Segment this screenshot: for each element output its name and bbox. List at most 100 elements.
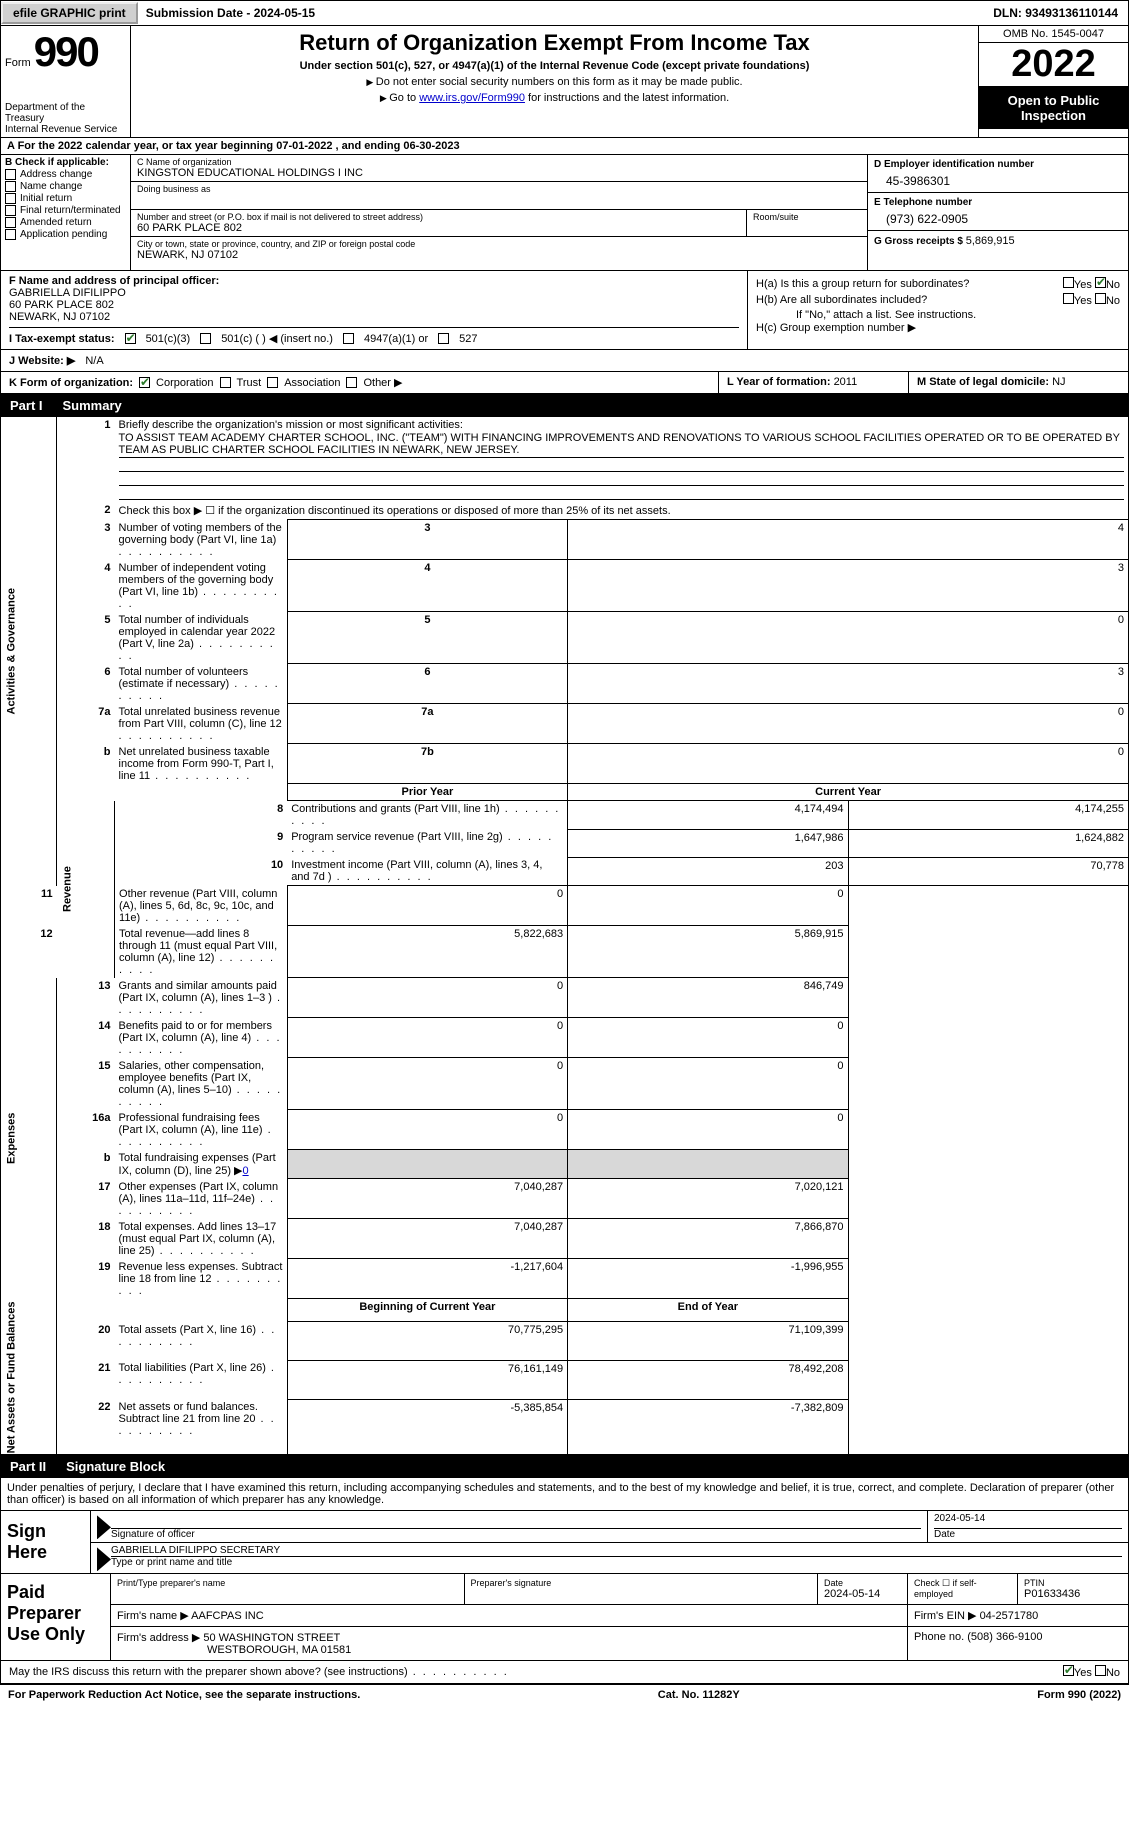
hb-yes[interactable] xyxy=(1063,293,1074,304)
cb-501c3[interactable] xyxy=(125,333,136,344)
city-label: City or town, state or province, country… xyxy=(137,239,861,249)
table-row: 15Salaries, other compensation, employee… xyxy=(1,1058,1129,1110)
discuss-yes[interactable] xyxy=(1063,1665,1074,1676)
table-row: 3Number of voting members of the governi… xyxy=(1,520,1129,560)
firm-phone: (508) 366-9100 xyxy=(967,1631,1042,1643)
firm-ein: 04-2571780 xyxy=(980,1610,1039,1622)
top-toolbar: efile GRAPHIC print Submission Date - 20… xyxy=(0,0,1129,26)
firm-name: AAFCPAS INC xyxy=(191,1610,264,1622)
part2-title: Signature Block xyxy=(56,1455,175,1478)
section-h: H(a) Is this a group return for subordin… xyxy=(748,271,1128,349)
form-subtitle: Under section 501(c), 527, or 4947(a)(1)… xyxy=(139,60,970,72)
ein-value: 45-3986301 xyxy=(874,170,1122,188)
officer-addr1: 60 PARK PLACE 802 xyxy=(9,299,739,311)
summary-table: Activities & Governance 1 Briefly descri… xyxy=(0,417,1129,1455)
cb-other[interactable] xyxy=(346,377,357,388)
hc-label: H(c) Group exemption number ▶ xyxy=(756,321,1120,334)
paid-preparer-block: Paid Preparer Use Only Print/Type prepar… xyxy=(0,1574,1129,1661)
phone-label: E Telephone number xyxy=(874,197,1122,208)
form-number-cell: Form 990 Department of the Treasury Inte… xyxy=(1,26,131,137)
open-to-public: Open to Public Inspection xyxy=(979,87,1128,129)
cat-no: Cat. No. 11282Y xyxy=(658,1689,740,1701)
table-row: 10Investment income (Part VIII, column (… xyxy=(1,857,1129,886)
submission-date-label: Submission Date - 2024-05-15 xyxy=(138,6,323,20)
cb-4947[interactable] xyxy=(343,333,354,344)
entity-info: B Check if applicable: Address change Na… xyxy=(0,155,1129,271)
section-b-label: B Check if applicable: xyxy=(5,157,126,168)
cb-app-pending[interactable]: Application pending xyxy=(5,229,126,240)
table-row: 7aTotal unrelated business revenue from … xyxy=(1,704,1129,744)
table-row: 11Other revenue (Part VIII, column (A), … xyxy=(1,886,1129,926)
sig-officer-label: Signature of officer xyxy=(111,1529,921,1540)
cb-527[interactable] xyxy=(438,333,449,344)
hdr-current: Current Year xyxy=(568,784,1129,801)
table-row: bTotal fundraising expenses (Part IX, co… xyxy=(1,1150,1129,1179)
cb-name-change[interactable]: Name change xyxy=(5,181,126,192)
section-f: F Name and address of principal officer:… xyxy=(1,271,748,349)
name-title-label: Type or print name and title xyxy=(111,1557,1122,1568)
table-row: 17Other expenses (Part IX, column (A), l… xyxy=(1,1179,1129,1219)
hdr-boy: Beginning of Current Year xyxy=(287,1299,567,1322)
officer-label: F Name and address of principal officer: xyxy=(9,275,739,287)
table-row: 19Revenue less expenses. Subtract line 1… xyxy=(1,1259,1129,1299)
tax-period: A For the 2022 calendar year, or tax yea… xyxy=(0,138,1129,155)
year-formation: L Year of formation: 2011 xyxy=(718,372,908,393)
hb-no[interactable] xyxy=(1095,293,1106,304)
side-governance: Activities & Governance xyxy=(1,417,57,886)
row-j: J Website: ▶ N/A xyxy=(0,350,1129,372)
cb-assoc[interactable] xyxy=(267,377,278,388)
dln: DLN: 93493136110144 xyxy=(993,6,1128,20)
cb-trust[interactable] xyxy=(220,377,231,388)
table-row: 18Total expenses. Add lines 13–17 (must … xyxy=(1,1219,1129,1259)
section-d: D Employer identification number 45-3986… xyxy=(868,155,1128,270)
mission-text: TO ASSIST TEAM ACADEMY CHARTER SCHOOL, I… xyxy=(119,431,1124,458)
row-i: I Tax-exempt status: 501(c)(3) 501(c) ( … xyxy=(9,327,739,345)
org-name: KINGSTON EDUCATIONAL HOLDINGS I INC xyxy=(137,167,861,179)
firm-addr1: 50 WASHINGTON STREET xyxy=(203,1632,340,1644)
officer-name-title: GABRIELLA DIFILIPPO SECRETARY xyxy=(111,1545,1122,1557)
cb-initial-return[interactable]: Initial return xyxy=(5,193,126,204)
table-row: 5Total number of individuals employed in… xyxy=(1,612,1129,664)
self-employed-check[interactable]: Check ☐ if self-employed xyxy=(908,1574,1018,1604)
part1-header: Part I Summary xyxy=(0,394,1129,417)
ssn-warning: Do not enter social security numbers on … xyxy=(139,76,970,88)
section-b: B Check if applicable: Address change Na… xyxy=(1,155,131,270)
officer-addr2: NEWARK, NJ 07102 xyxy=(9,311,739,323)
discuss-no[interactable] xyxy=(1095,1665,1106,1676)
dept-treasury: Department of the Treasury Internal Reve… xyxy=(5,102,126,135)
tax-exempt-label: I Tax-exempt status: xyxy=(9,333,115,345)
side-expenses: Expenses xyxy=(1,978,57,1299)
ha-yes[interactable] xyxy=(1063,277,1074,288)
preparer-sig-label: Preparer's signature xyxy=(471,1578,812,1588)
part1-title: Summary xyxy=(53,394,132,417)
ha-no[interactable] xyxy=(1095,277,1106,288)
cb-address-change[interactable]: Address change xyxy=(5,169,126,180)
ein-label: D Employer identification number xyxy=(874,159,1122,170)
paid-preparer-label: Paid Preparer Use Only xyxy=(1,1574,111,1660)
form-org-label: K Form of organization: xyxy=(9,377,133,389)
cb-501c[interactable] xyxy=(200,333,211,344)
omb-number: OMB No. 1545-0047 xyxy=(979,26,1128,43)
street-row: Number and street (or P.O. box if mail i… xyxy=(131,210,867,236)
print-name-label: Print/Type preparer's name xyxy=(117,1578,458,1588)
header-right: OMB No. 1545-0047 2022 Open to Public In… xyxy=(978,26,1128,137)
discuss-row: May the IRS discuss this return with the… xyxy=(0,1661,1129,1684)
cb-amended[interactable]: Amended return xyxy=(5,217,126,228)
sig-date-label: Date xyxy=(934,1529,1122,1540)
dba-label: Doing business as xyxy=(137,184,861,194)
form-footer: Form 990 (2022) xyxy=(1037,1689,1121,1701)
cb-corp[interactable] xyxy=(139,377,150,388)
table-row: 12Total revenue—add lines 8 through 11 (… xyxy=(1,926,1129,978)
irs-link[interactable]: www.irs.gov/Form990 xyxy=(419,92,525,104)
firm-addr2: WESTBOROUGH, MA 01581 xyxy=(117,1644,901,1656)
efile-print-button[interactable]: efile GRAPHIC print xyxy=(1,2,138,24)
ptin-value: P01633436 xyxy=(1024,1588,1122,1600)
cb-final-return[interactable]: Final return/terminated xyxy=(5,205,126,216)
state-domicile: M State of legal domicile: NJ xyxy=(908,372,1128,393)
table-row: 21Total liabilities (Part X, line 26)76,… xyxy=(1,1360,1129,1399)
table-row: 4Number of independent voting members of… xyxy=(1,560,1129,612)
hdr-prior: Prior Year xyxy=(287,784,567,801)
website-value: N/A xyxy=(85,355,103,367)
hb-note: If "No," attach a list. See instructions… xyxy=(756,309,1120,321)
dba-cell: Doing business as xyxy=(131,182,867,210)
